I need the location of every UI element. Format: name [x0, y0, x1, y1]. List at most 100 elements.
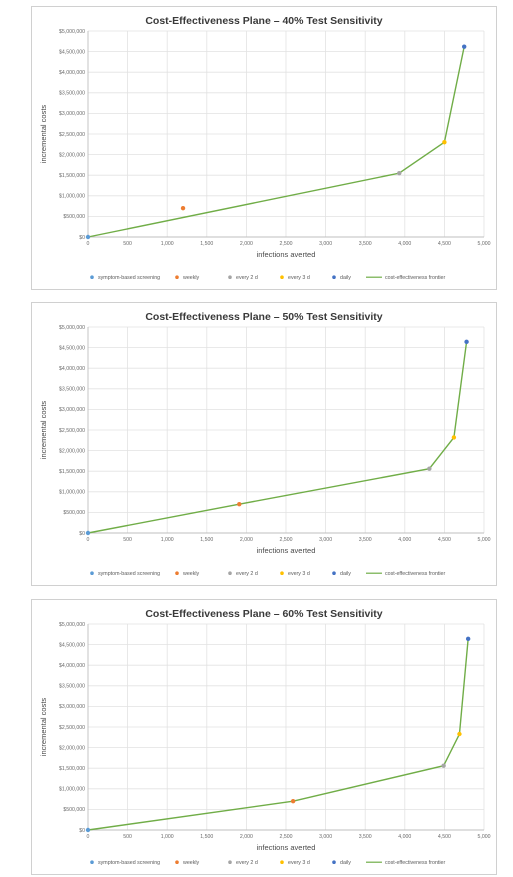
y-axis-label: incremental costs: [39, 105, 48, 164]
x-tick-label: 0: [87, 241, 90, 247]
x-tick-label: 4,000: [398, 834, 411, 840]
legend-marker: [228, 571, 232, 575]
y-tick-label: $5,000,000: [59, 29, 85, 35]
y-axis-label: incremental costs: [39, 401, 48, 460]
x-tick-label: 2,000: [240, 834, 253, 840]
chart-50: Cost-Effectiveness Plane – 50% Test Sens…: [39, 311, 491, 577]
x-tick-label: 3,000: [319, 834, 332, 840]
legend-label: every 2 d: [236, 571, 258, 577]
x-tick-label: 2,000: [240, 537, 253, 543]
point-every-3-d: [442, 140, 447, 145]
x-tick-label: 5,000: [478, 537, 491, 543]
x-tick-label: 5,000: [478, 834, 491, 840]
chart-title: Cost-Effectiveness Plane – 40% Test Sens…: [145, 15, 382, 27]
y-tick-label: $5,000,000: [59, 325, 85, 331]
legend-marker: [332, 571, 336, 575]
y-tick-label: $1,000,000: [59, 194, 85, 200]
y-tick-label: $2,000,000: [59, 745, 85, 751]
x-tick-label: 3,500: [359, 241, 372, 247]
x-tick-label: 2,500: [280, 241, 293, 247]
y-tick-label: $3,000,000: [59, 111, 85, 117]
legend-marker: [228, 860, 232, 864]
point-symptom-based-screening: [85, 827, 91, 833]
legend-label: symptom-based screening: [98, 571, 160, 577]
point-every-2-d: [441, 763, 446, 768]
point-every-3-d: [457, 731, 462, 737]
legend-marker: [175, 275, 179, 280]
x-tick-label: 1,000: [161, 241, 174, 247]
frontier-line: [87, 638, 469, 831]
point-daily: [464, 339, 469, 345]
x-tick-label: 500: [123, 537, 132, 543]
point-symptom-based-screening: [85, 530, 91, 536]
frontier-line: [87, 341, 468, 534]
x-tick-label: 1,500: [200, 537, 213, 543]
chart-panel-40: Cost-Effectiveness Plane – 40% Test Sens…: [31, 6, 497, 290]
point-daily: [465, 636, 471, 642]
legend-label: weekly: [183, 275, 200, 281]
y-tick-label: $4,000,000: [59, 366, 85, 372]
y-tick-label: $1,000,000: [59, 490, 85, 496]
legend-label: daily: [340, 860, 351, 866]
chart-40: Cost-Effectiveness Plane – 40% Test Sens…: [39, 15, 491, 281]
y-tick-label: $1,500,000: [59, 766, 85, 772]
y-tick-label: $2,500,000: [59, 725, 85, 731]
legend-label: symptom-based screening: [98, 860, 160, 866]
legend-marker: [332, 860, 336, 864]
y-tick-label: $0: [79, 531, 85, 537]
x-tick-label: 4,000: [398, 537, 411, 543]
legend-label: cost-effectiveness frontier: [385, 860, 445, 866]
legend-marker: [228, 275, 232, 280]
y-axis-label: incremental costs: [39, 698, 48, 757]
x-tick-label: 1,500: [200, 241, 213, 247]
point-weekly: [180, 205, 186, 211]
x-tick-label: 0: [87, 834, 90, 840]
x-tick-label: 2,000: [240, 241, 253, 247]
x-axis-label: infections averted: [257, 250, 316, 259]
y-tick-label: $2,000,000: [59, 448, 85, 454]
point-symptom-based-screening: [85, 234, 91, 240]
x-axis-label: infections averted: [257, 546, 316, 555]
legend-label: every 3 d: [288, 571, 310, 577]
chart-panel-50: Cost-Effectiveness Plane – 50% Test Sens…: [31, 302, 497, 586]
x-tick-label: 1,500: [200, 834, 213, 840]
chart-title: Cost-Effectiveness Plane – 50% Test Sens…: [145, 311, 382, 323]
y-tick-label: $500,000: [63, 510, 85, 516]
chart-panel-60: Cost-Effectiveness Plane – 60% Test Sens…: [31, 599, 497, 875]
point-every-3-d: [451, 435, 457, 440]
legend-label: weekly: [183, 571, 200, 577]
legend-label: weekly: [183, 860, 200, 866]
legend-label: daily: [340, 571, 351, 577]
x-tick-label: 2,500: [280, 834, 293, 840]
x-tick-label: 1,000: [161, 834, 174, 840]
y-tick-label: $3,500,000: [59, 684, 85, 690]
legend-marker: [90, 860, 94, 864]
y-tick-label: $4,000,000: [59, 663, 85, 669]
x-axis-label: infections averted: [257, 843, 316, 852]
x-tick-label: 2,500: [280, 537, 293, 543]
y-tick-label: $2,500,000: [59, 132, 85, 138]
legend-marker: [90, 571, 94, 575]
legend-label: daily: [340, 275, 351, 281]
x-tick-label: 4,500: [438, 537, 451, 543]
chart-title: Cost-Effectiveness Plane – 60% Test Sens…: [145, 608, 382, 620]
x-tick-label: 3,000: [319, 537, 332, 543]
legend-marker: [175, 860, 179, 864]
point-every-2-d: [397, 170, 402, 176]
y-tick-label: $4,500,000: [59, 642, 85, 648]
y-tick-label: $4,000,000: [59, 70, 85, 76]
legend-label: every 3 d: [288, 860, 310, 866]
x-tick-label: 4,000: [398, 241, 411, 247]
legend-marker: [90, 275, 94, 280]
x-tick-label: 500: [123, 241, 132, 247]
legend-marker: [175, 571, 179, 575]
x-tick-label: 1,000: [161, 537, 174, 543]
y-tick-label: $500,000: [63, 214, 85, 220]
legend-marker: [280, 860, 284, 864]
x-tick-label: 3,500: [359, 537, 372, 543]
legend-label: cost-effectiveness frontier: [385, 571, 445, 577]
y-tick-label: $1,000,000: [59, 787, 85, 793]
point-weekly: [237, 501, 242, 507]
legend-marker: [332, 275, 336, 280]
y-tick-label: $3,500,000: [59, 91, 85, 97]
